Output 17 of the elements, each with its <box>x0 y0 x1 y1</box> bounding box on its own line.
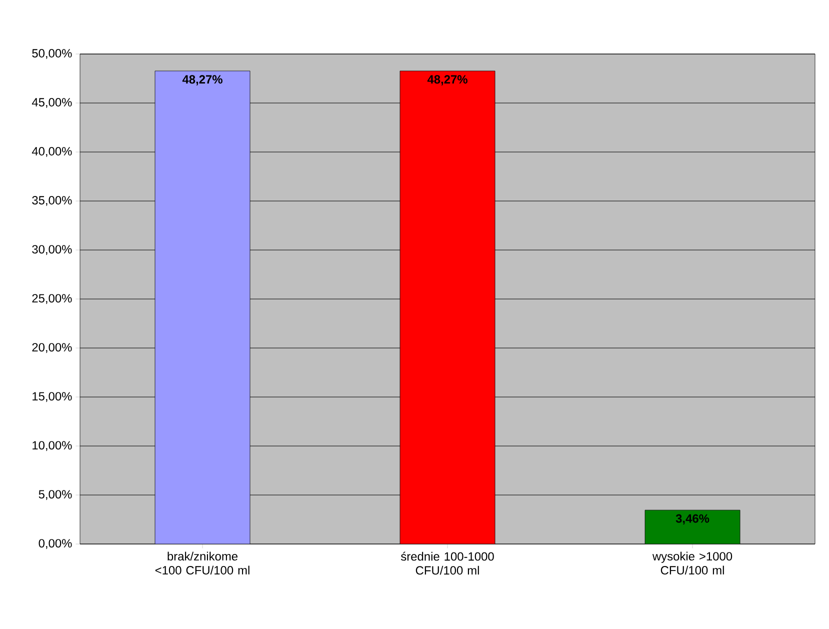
x-tick-label: wysokie >1000 CFU/100 ml <box>652 552 732 574</box>
y-tick-label: 20,00% <box>32 343 72 353</box>
y-tick-label: 25,00% <box>32 294 72 304</box>
data-label: 48,27% <box>182 75 222 86</box>
data-label: 48,27% <box>427 75 468 86</box>
y-tick-label: 30,00% <box>32 245 72 255</box>
x-tick-label: średnie 100-1000 CFU/100 ml <box>400 552 494 575</box>
data-label: 3,46% <box>676 514 710 524</box>
x-tick-label: brak/znikome <100 CFU/100 ml <box>155 552 250 574</box>
y-tick-label: 35,00% <box>32 196 72 206</box>
y-tick-label: 50,00% <box>32 49 72 59</box>
y-tick-label: 0,00% <box>38 539 72 549</box>
y-tick-label: 45,00% <box>32 98 72 108</box>
y-tick-label: 5,00% <box>38 490 72 500</box>
y-tick-label: 10,00% <box>32 441 72 451</box>
y-tick-label: 15,00% <box>32 392 72 402</box>
y-tick-label: 40,00% <box>32 147 72 157</box>
